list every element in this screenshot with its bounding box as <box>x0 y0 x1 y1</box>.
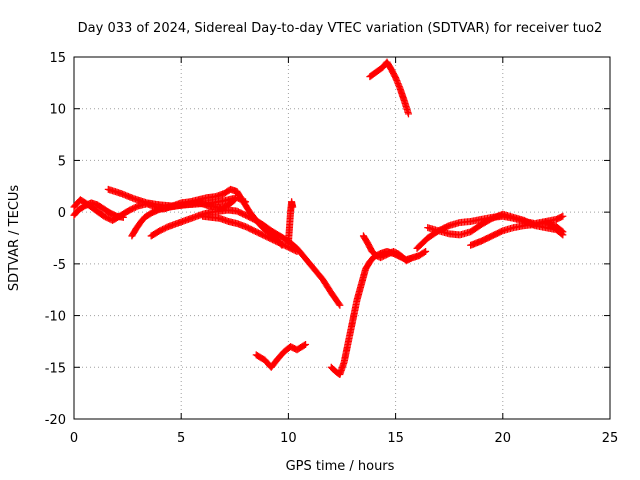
data-point <box>420 248 428 256</box>
y-tick-label: -10 <box>45 310 66 325</box>
x-tick-label: 20 <box>495 431 512 446</box>
y-tick-label: 10 <box>49 103 66 118</box>
y-axis-label: SDTVAR / TECUs <box>7 185 22 292</box>
data-point <box>558 230 566 238</box>
y-tick-label: -15 <box>45 361 66 376</box>
data-point <box>335 300 343 308</box>
data-point <box>292 247 300 255</box>
x-tick-label: 10 <box>280 431 297 446</box>
series-track-9 <box>327 247 430 379</box>
data-points <box>70 58 567 379</box>
data-point <box>336 301 344 309</box>
series-track-5 <box>147 206 344 309</box>
data-point <box>242 198 250 206</box>
y-tick-label: -5 <box>53 258 66 273</box>
data-point <box>404 110 412 118</box>
series-track-11 <box>366 58 412 118</box>
series-track-14 <box>424 210 567 239</box>
data-point <box>240 197 248 205</box>
y-tick-label: 5 <box>58 154 66 169</box>
data-point <box>293 247 301 255</box>
y-tick-label: -20 <box>45 413 66 428</box>
data-point <box>300 341 308 349</box>
x-tick-label: 25 <box>602 431 619 446</box>
data-point <box>422 247 430 255</box>
data-point <box>302 341 310 349</box>
series-track-2 <box>70 199 127 221</box>
plot-frame <box>73 56 611 420</box>
data-point <box>231 196 239 204</box>
y-tick-label: 0 <box>58 206 66 221</box>
data-point <box>405 255 413 263</box>
x-tick-label: 0 <box>70 431 78 446</box>
series-track-7 <box>284 198 297 247</box>
x-axis-label: GPS time / hours <box>286 459 395 474</box>
data-point <box>559 212 567 220</box>
data-point <box>230 197 238 205</box>
data-point <box>559 231 567 239</box>
x-tick-label: 5 <box>177 431 185 446</box>
axis-ticks: 0 5 10 15 20 25 -20 -15 -10 -5 0 5 10 15 <box>45 51 619 446</box>
data-point <box>289 203 297 211</box>
y-tick-label: 15 <box>49 51 66 66</box>
data-point <box>119 213 127 221</box>
series-track-8 <box>252 341 310 371</box>
chart-title: Day 033 of 2024, Sidereal Day-to-day VTE… <box>78 21 603 36</box>
series-track-10 <box>359 232 415 265</box>
x-tick-label: 15 <box>387 431 404 446</box>
data-point <box>407 255 415 263</box>
